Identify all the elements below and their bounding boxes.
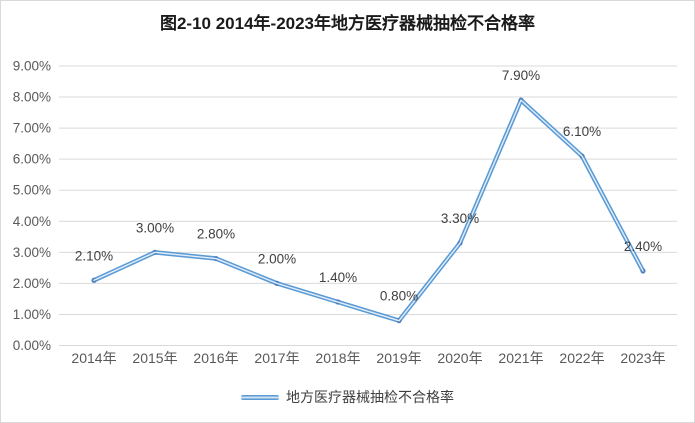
legend-label: 地方医疗器械抽检不合格率 [286, 389, 454, 405]
data-point-label: 2.00% [258, 251, 296, 266]
legend-line-marker [241, 394, 279, 400]
x-axis-label: 2023年 [620, 350, 665, 366]
series-line-highlight [93, 99, 644, 322]
y-axis-tick-label: 0.00% [13, 338, 51, 353]
y-axis-tick-label: 1.00% [13, 307, 51, 322]
chart-title: 图2-10 2014年-2023年地方医疗器械抽检不合格率 [159, 14, 536, 33]
legend: 地方医疗器械抽检不合格率 [1, 387, 694, 407]
x-axis-label: 2017年 [254, 350, 299, 366]
x-axis-label: 2021年 [498, 350, 543, 366]
x-axis-label: 2019年 [376, 350, 421, 366]
y-axis-tick-label: 2.00% [13, 276, 51, 291]
data-point-label: 3.00% [136, 220, 174, 235]
y-axis-tick-label: 4.00% [13, 214, 51, 229]
y-axis-tick-label: 9.00% [13, 59, 51, 74]
data-point-label: 1.40% [319, 270, 357, 285]
y-axis-tick-label: 3.00% [13, 245, 51, 260]
y-axis-tick-label: 5.00% [13, 183, 51, 198]
x-axis-label: 2016年 [193, 350, 238, 366]
x-axis-label: 2018年 [315, 350, 360, 366]
x-axis-label: 2014年 [71, 350, 116, 366]
data-point-label: 7.90% [502, 68, 540, 83]
x-axis-label: 2022年 [559, 350, 604, 366]
y-axis-tick-label: 6.00% [13, 152, 51, 167]
data-point-label: 3.30% [441, 211, 479, 226]
y-axis-tick-label: 8.00% [13, 90, 51, 105]
x-axis-label: 2020年 [437, 350, 482, 366]
data-point-label: 0.80% [380, 289, 418, 304]
data-point-label: 2.10% [75, 248, 113, 263]
series-line [91, 97, 646, 323]
data-point-label: 2.80% [197, 227, 235, 242]
data-point-label: 2.40% [624, 239, 662, 254]
x-axis-label: 2015年 [132, 350, 177, 366]
data-point-label: 6.10% [563, 124, 601, 139]
y-axis-tick-label: 7.00% [13, 121, 51, 136]
